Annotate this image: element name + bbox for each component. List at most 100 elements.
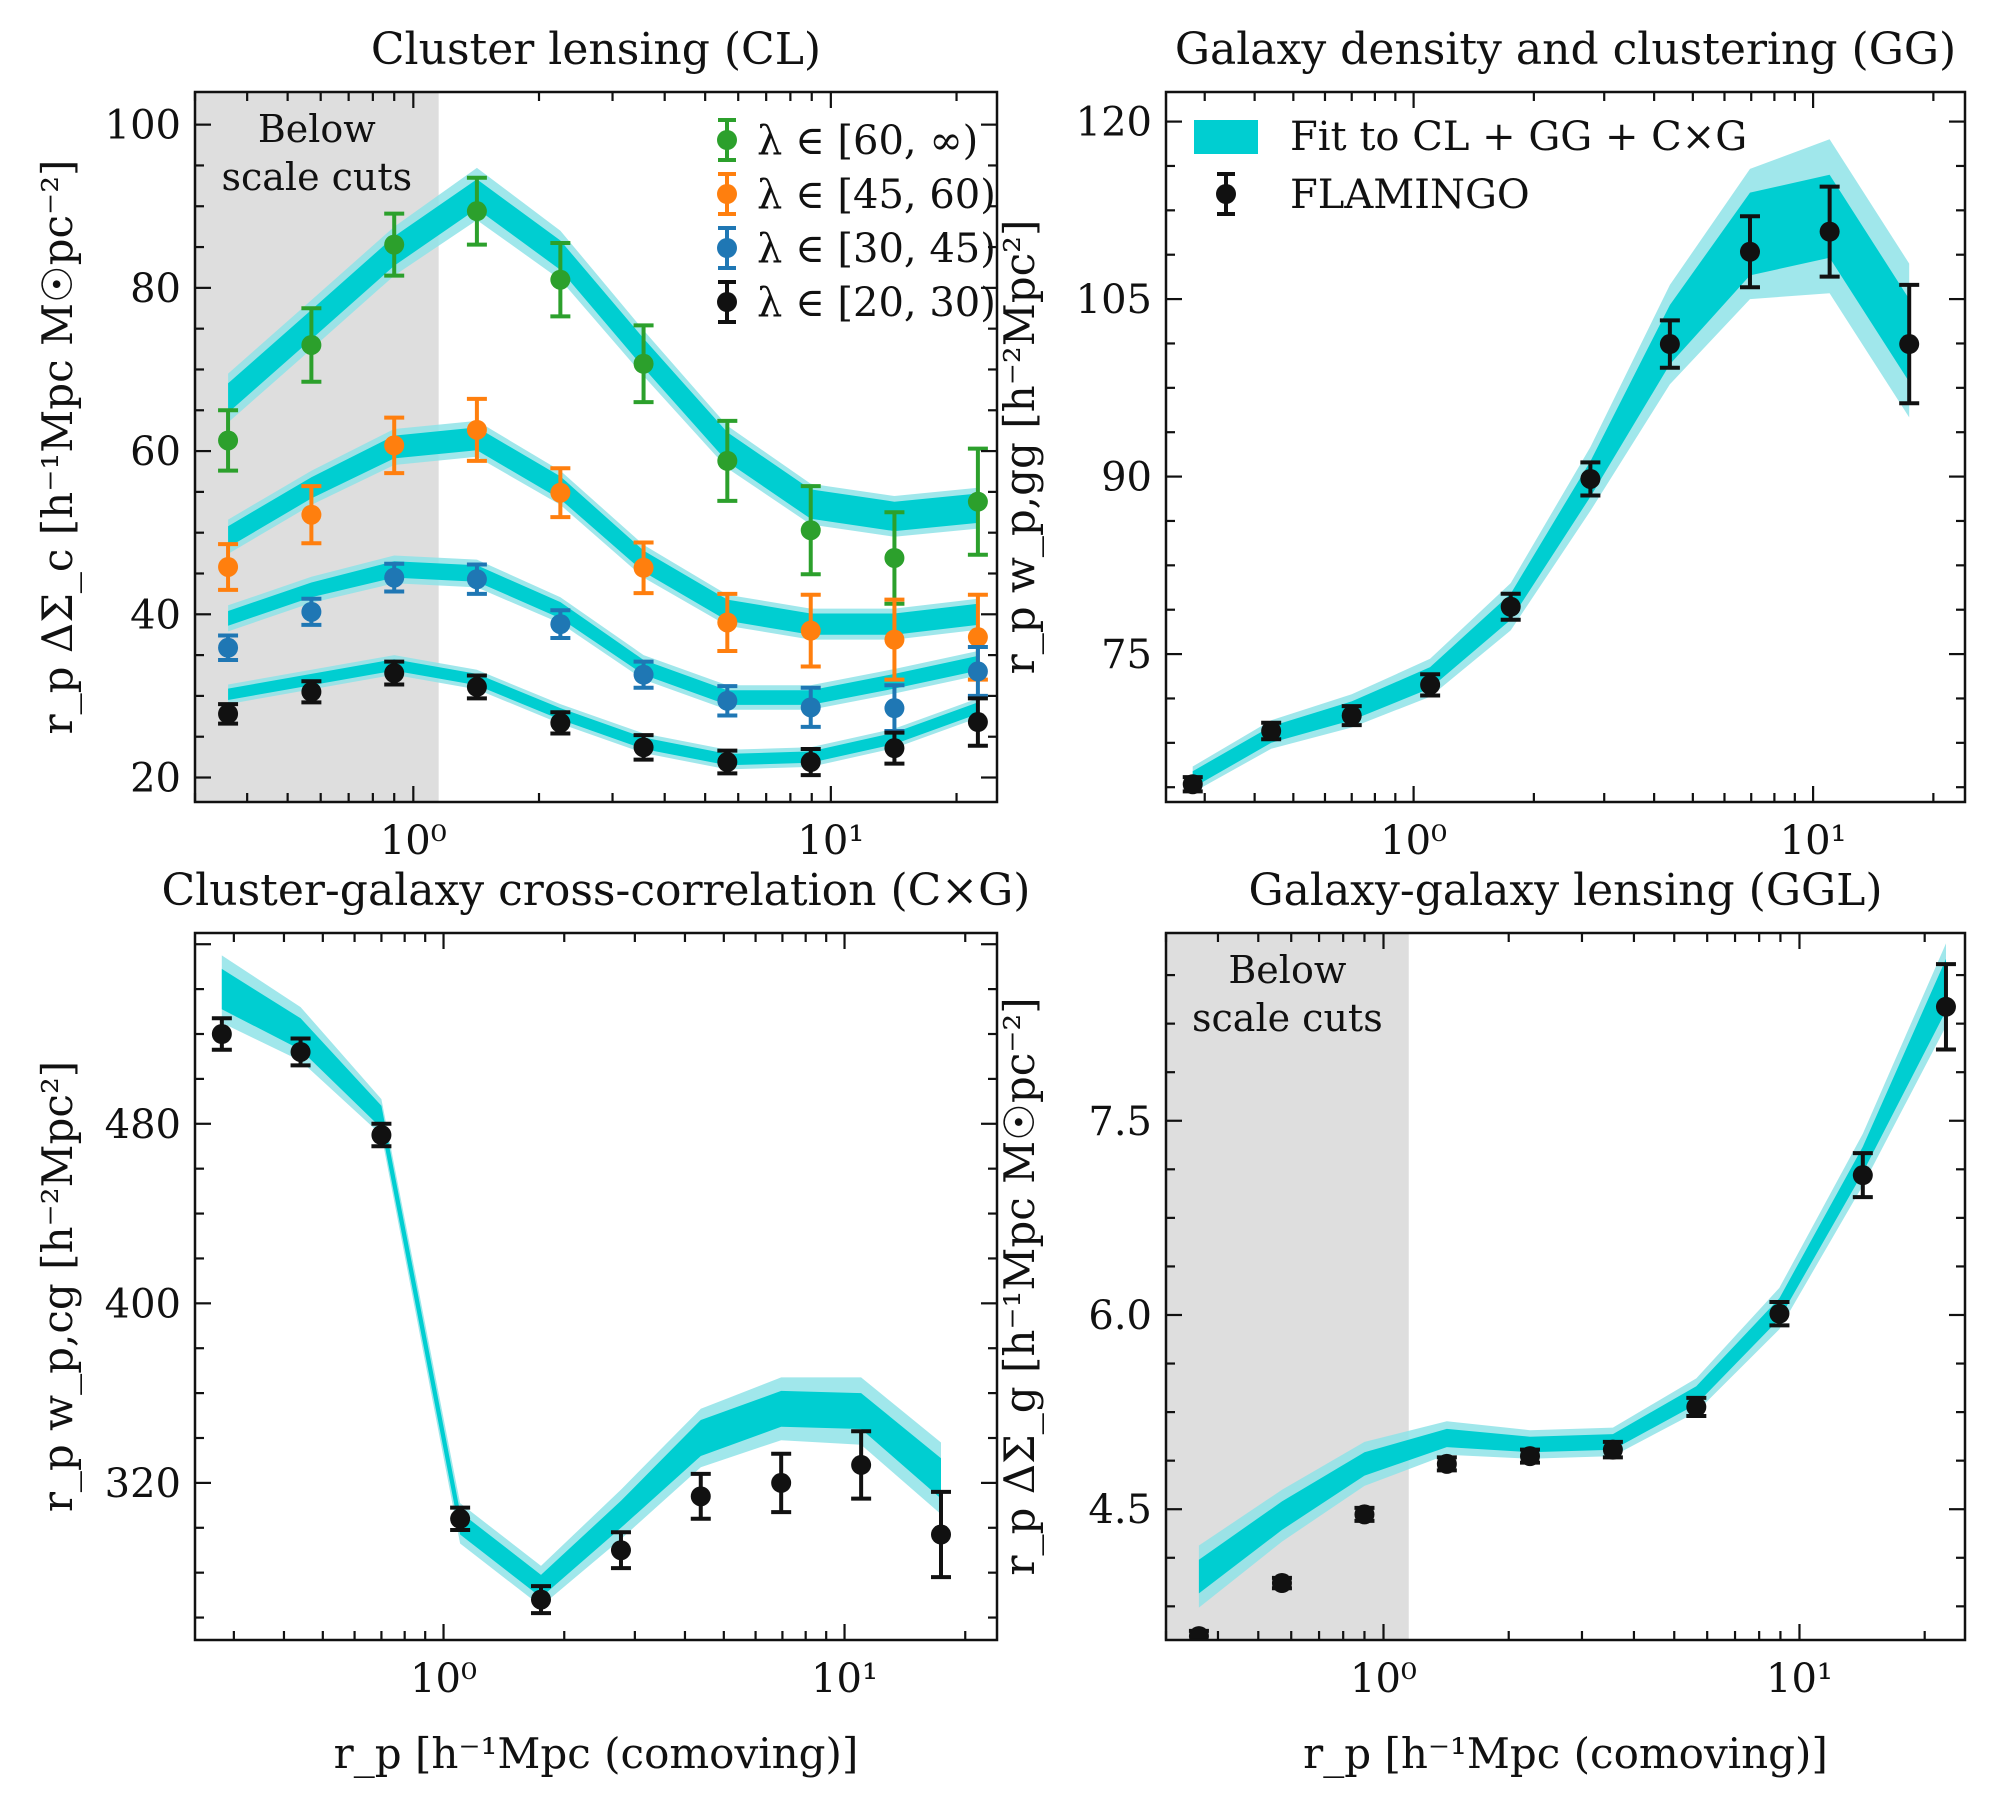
data-point: [967, 644, 988, 698]
data-point: [550, 240, 571, 319]
marker: [466, 419, 487, 440]
data-point: [384, 415, 405, 476]
x-ticks: [193, 92, 958, 802]
data-point: [1271, 1573, 1292, 1594]
y-axis-label: r_p w_p,cg [h⁻²Mpc²]: [33, 1061, 82, 1512]
legend-entry: λ ∈ [45, 60): [717, 172, 996, 218]
x-tick-label: 10⁰: [1380, 818, 1447, 864]
marker: [690, 1486, 711, 1507]
data-point: [301, 679, 322, 705]
marker: [1261, 721, 1282, 741]
marker: [1341, 705, 1362, 726]
marker: [384, 567, 405, 588]
y-tick-label: 400: [105, 1281, 181, 1327]
data-point: [1935, 962, 1956, 1052]
data-point: [717, 748, 738, 776]
marker: [967, 491, 988, 512]
data-point: [1852, 1151, 1873, 1200]
data-point: [610, 1530, 631, 1571]
data-point: [1354, 1504, 1375, 1525]
y-tick-label: 40: [130, 592, 181, 638]
marker: [1686, 1396, 1707, 1417]
data-point: [851, 1429, 872, 1501]
y-tick-label: 6.0: [1088, 1293, 1152, 1339]
data-point: [301, 306, 322, 384]
shade-label-line1: Below: [258, 107, 376, 151]
data-point: [800, 592, 821, 669]
data-point: [690, 1471, 711, 1521]
x-ticks: [1203, 92, 1935, 802]
marker: [717, 450, 738, 471]
shade-label-line2: scale cuts: [221, 155, 412, 199]
marker: [550, 614, 571, 635]
panel-title: Cluster lensing (CL): [371, 24, 821, 75]
data-point: [218, 542, 239, 592]
data-point: [800, 746, 821, 778]
y-ticks: [1166, 973, 1965, 1608]
data-point: [384, 659, 405, 687]
marker: [1602, 1439, 1623, 1460]
marker: [301, 504, 322, 525]
data-point: [1769, 1300, 1790, 1328]
y-axis-label: r_p w_p,gg [h⁻²Mpc²]: [995, 220, 1044, 675]
x-tick-label: 10⁰: [380, 818, 447, 864]
marker: [771, 1472, 792, 1493]
y-tick-label: 320: [105, 1461, 181, 1507]
data-point: [466, 562, 487, 596]
data-point: [1420, 672, 1441, 698]
data-point: [1602, 1439, 1623, 1460]
marker: [1188, 1626, 1209, 1640]
x-tick-label: 10¹: [797, 818, 864, 864]
marker: [1271, 1573, 1292, 1594]
legend-band-swatch: [1194, 120, 1258, 154]
marker: [218, 703, 239, 724]
data-point: [301, 484, 322, 546]
data-point: [1580, 460, 1601, 498]
y-tick-label: 60: [130, 429, 181, 475]
marker: [550, 712, 571, 733]
x-tick-label: 10⁰: [1350, 1656, 1417, 1702]
marker: [466, 569, 487, 590]
marker: [1519, 1446, 1540, 1467]
legend-entry: FLAMINGO: [1216, 172, 1530, 218]
data-point: [633, 323, 654, 405]
marker: [1580, 468, 1601, 489]
plot-area: [195, 92, 988, 802]
marker: [1659, 334, 1680, 355]
marker: [384, 435, 405, 456]
marker: [218, 556, 239, 577]
legend-label: λ ∈ [20, 30): [757, 280, 996, 326]
model-band-inner: [1198, 958, 1946, 1594]
legend-marker: [717, 238, 737, 258]
y-tick-label: 4.5: [1088, 1487, 1152, 1533]
marker: [884, 547, 905, 568]
x-axis-label: r_p [h⁻¹Mpc (comoving)]: [1303, 1729, 1828, 1778]
legend-entry: λ ∈ [60, ∞): [717, 118, 978, 164]
marker: [800, 752, 821, 773]
marker: [610, 1540, 631, 1561]
y-tick-label: 100: [105, 103, 181, 149]
plot-area: [1182, 139, 1920, 795]
marker: [550, 482, 571, 503]
model-band-inner: [228, 561, 978, 705]
marker: [1819, 221, 1840, 242]
y-ticks: [195, 123, 997, 779]
marker: [301, 681, 322, 702]
marker: [1420, 674, 1441, 695]
data-point: [550, 466, 571, 520]
model-band-inner: [221, 968, 942, 1598]
legend-entry: λ ∈ [20, 30): [717, 280, 996, 326]
marker: [633, 737, 654, 758]
marker: [884, 629, 905, 650]
marker: [633, 664, 654, 685]
legend-label: λ ∈ [60, ∞): [757, 118, 978, 164]
marker: [1354, 1504, 1375, 1525]
marker: [530, 1589, 551, 1610]
panel-title: Galaxy-galaxy lensing (GGL): [1248, 865, 1882, 916]
y-tick-label: 7.5: [1088, 1099, 1152, 1145]
y-tick-label: 105: [1076, 277, 1152, 323]
data-point: [633, 733, 654, 762]
marker: [450, 1508, 471, 1529]
